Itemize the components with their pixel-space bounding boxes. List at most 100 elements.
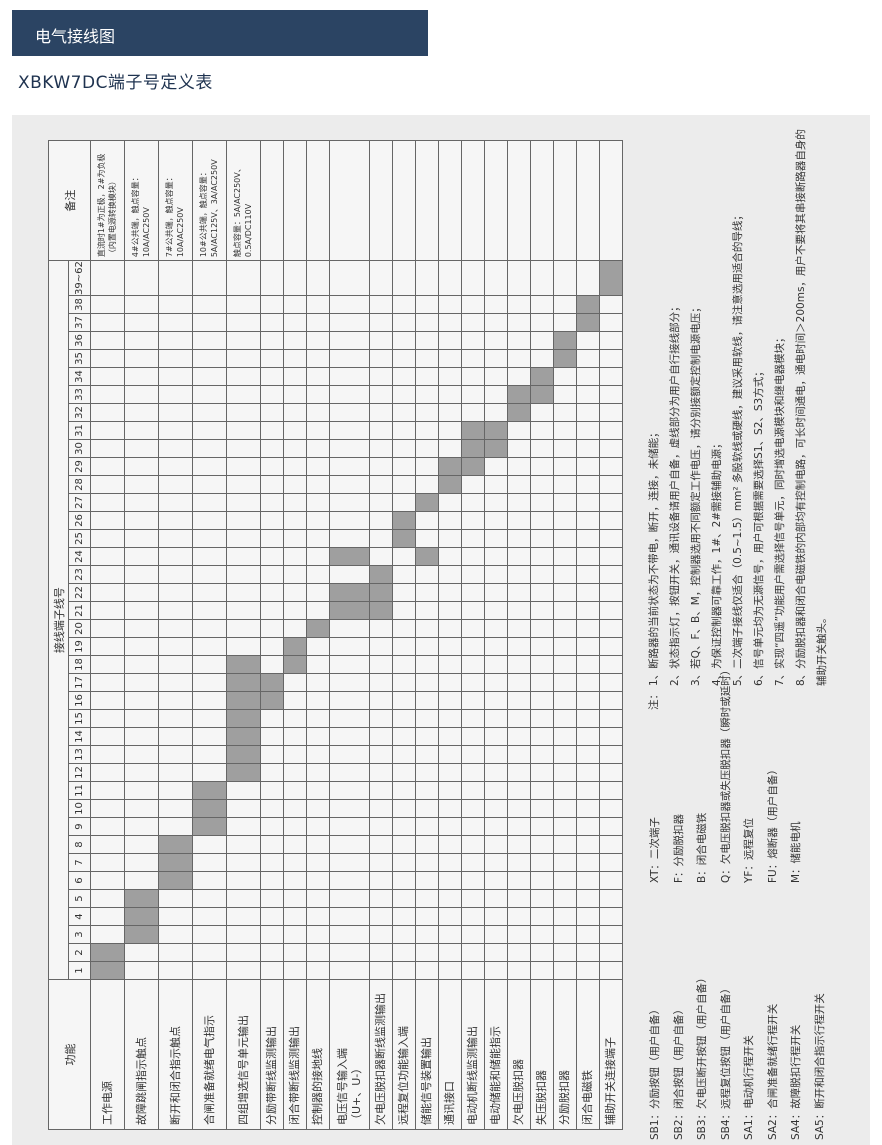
empty-cell: [369, 457, 393, 476]
function-row: 分励脱扣器: [553, 140, 577, 1130]
empty-cell: [484, 260, 508, 296]
empty-cell: [576, 799, 600, 818]
component-item: XT：二次端子: [649, 817, 661, 883]
empty-cell: [553, 727, 577, 746]
empty-cell: [283, 529, 307, 548]
empty-cell: [576, 403, 600, 422]
empty-cell: [484, 709, 508, 728]
empty-cell: [484, 403, 508, 422]
filled-cell: [124, 907, 159, 926]
empty-cell: [306, 673, 330, 692]
terminal-number: 19: [68, 637, 91, 656]
empty-cell: [226, 799, 261, 818]
empty-cell: [599, 403, 623, 422]
empty-cell: [260, 475, 284, 494]
empty-cell: [392, 763, 416, 782]
empty-cell: [507, 529, 531, 548]
remarks-empty: [461, 140, 485, 261]
empty-cell: [158, 745, 193, 764]
empty-cell: [90, 907, 125, 926]
empty-cell: [553, 943, 577, 962]
empty-cell: [329, 529, 370, 548]
empty-cell: [392, 781, 416, 800]
note-item: 3、若Q、F、B、M，控制器选用不同额定工作电压，请分别接额定控制电源电压；: [690, 302, 702, 686]
empty-cell: [90, 511, 125, 530]
empty-cell: [260, 385, 284, 404]
empty-cell: [484, 511, 508, 530]
empty-cell: [530, 349, 554, 368]
empty-cell: [90, 349, 125, 368]
function-row: 储能信号装置输出: [415, 140, 439, 1130]
empty-cell: [329, 421, 370, 440]
empty-cell: [192, 763, 227, 782]
empty-cell: [415, 367, 439, 386]
empty-cell: [507, 691, 531, 710]
filled-cell: [438, 457, 462, 476]
empty-cell: [530, 871, 554, 890]
empty-cell: [415, 421, 439, 440]
empty-cell: [369, 709, 393, 728]
empty-cell: [484, 565, 508, 584]
empty-cell: [90, 313, 125, 332]
empty-cell: [553, 835, 577, 854]
empty-cell: [369, 907, 393, 926]
filled-cell: [507, 385, 531, 404]
filled-cell: [484, 439, 508, 458]
empty-cell: [576, 529, 600, 548]
function-label: 闭合电磁铁: [576, 979, 600, 1130]
switch-item: SB2：闭合按钮（用户自备）: [672, 1003, 685, 1140]
empty-cell: [507, 349, 531, 368]
empty-cell: [329, 295, 370, 314]
filled-cell: [329, 547, 370, 566]
terminal-number: 29: [68, 457, 91, 476]
empty-cell: [369, 925, 393, 944]
empty-cell: [306, 385, 330, 404]
empty-cell: [90, 763, 125, 782]
empty-cell: [461, 925, 485, 944]
empty-cell: [599, 727, 623, 746]
empty-cell: [283, 763, 307, 782]
empty-cell: [415, 403, 439, 422]
empty-cell: [158, 673, 193, 692]
empty-cell: [226, 871, 261, 890]
empty-cell: [306, 403, 330, 422]
empty-cell: [415, 781, 439, 800]
function-row: 电压信号输入端 （U+、U-）: [329, 140, 370, 1130]
function-label: 远程复位功能输入端: [392, 979, 416, 1130]
empty-cell: [507, 457, 531, 476]
empty-cell: [599, 943, 623, 962]
empty-cell: [260, 260, 284, 296]
empty-cell: [392, 691, 416, 710]
empty-cell: [461, 403, 485, 422]
empty-cell: [484, 331, 508, 350]
terminal-number: 36: [68, 331, 91, 350]
filled-cell: [260, 691, 284, 710]
empty-cell: [283, 673, 307, 692]
empty-cell: [507, 313, 531, 332]
empty-cell: [124, 853, 159, 872]
empty-cell: [576, 583, 600, 602]
empty-cell: [599, 871, 623, 890]
empty-cell: [599, 313, 623, 332]
empty-cell: [329, 655, 370, 674]
empty-cell: [90, 583, 125, 602]
empty-cell: [438, 313, 462, 332]
empty-cell: [124, 799, 159, 818]
empty-cell: [438, 871, 462, 890]
empty-cell: [576, 385, 600, 404]
filled-cell: [192, 817, 227, 836]
empty-cell: [415, 889, 439, 908]
empty-cell: [553, 421, 577, 440]
empty-cell: [90, 475, 125, 494]
empty-cell: [306, 943, 330, 962]
empty-cell: [507, 295, 531, 314]
remarks-empty: [553, 140, 577, 261]
empty-cell: [392, 835, 416, 854]
empty-cell: [90, 889, 125, 908]
empty-cell: [530, 421, 554, 440]
empty-cell: [576, 745, 600, 764]
empty-cell: [124, 367, 159, 386]
note-item: 7、实现“四遥”功能用户需选择信号单元，同时增选电源模块和继电器模块；: [774, 332, 786, 686]
empty-cell: [192, 601, 227, 620]
empty-cell: [283, 457, 307, 476]
